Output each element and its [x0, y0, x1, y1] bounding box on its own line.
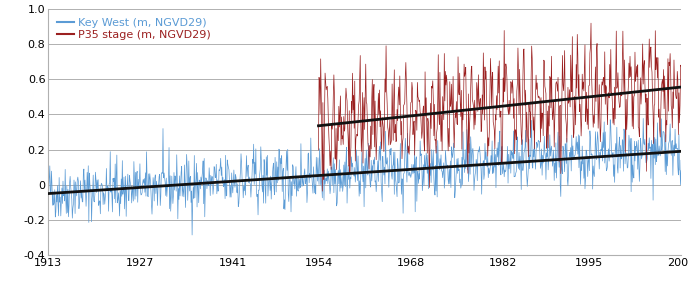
Key West (m, NGVD29) — [677, 159, 685, 162]
P35 stage (m, NGVD29) — [319, 189, 327, 193]
P35 stage (m, NGVD29) — [417, 125, 425, 128]
Key West (m, NGVD29) — [589, 164, 597, 168]
P35 stage (m, NGVD29) — [363, 120, 372, 124]
P35 stage (m, NGVD29) — [490, 123, 498, 127]
P35 stage (m, NGVD29) — [621, 96, 630, 100]
Key West (m, NGVD29) — [116, 189, 125, 193]
Legend: Key West (m, NGVD29), P35 stage (m, NGVD29): Key West (m, NGVD29), P35 stage (m, NGVD… — [54, 14, 214, 44]
P35 stage (m, NGVD29) — [587, 21, 595, 25]
Line: Key West (m, NGVD29): Key West (m, NGVD29) — [48, 118, 681, 235]
Line: P35 stage (m, NGVD29): P35 stage (m, NGVD29) — [319, 23, 681, 191]
P35 stage (m, NGVD29) — [314, 148, 323, 152]
Key West (m, NGVD29) — [648, 143, 656, 146]
P35 stage (m, NGVD29) — [549, 110, 557, 114]
Key West (m, NGVD29) — [188, 233, 196, 237]
Key West (m, NGVD29) — [303, 191, 312, 194]
Key West (m, NGVD29) — [639, 117, 647, 120]
Key West (m, NGVD29) — [514, 162, 522, 166]
Key West (m, NGVD29) — [515, 151, 523, 154]
Key West (m, NGVD29) — [44, 185, 52, 188]
P35 stage (m, NGVD29) — [677, 65, 685, 68]
P35 stage (m, NGVD29) — [413, 81, 422, 84]
